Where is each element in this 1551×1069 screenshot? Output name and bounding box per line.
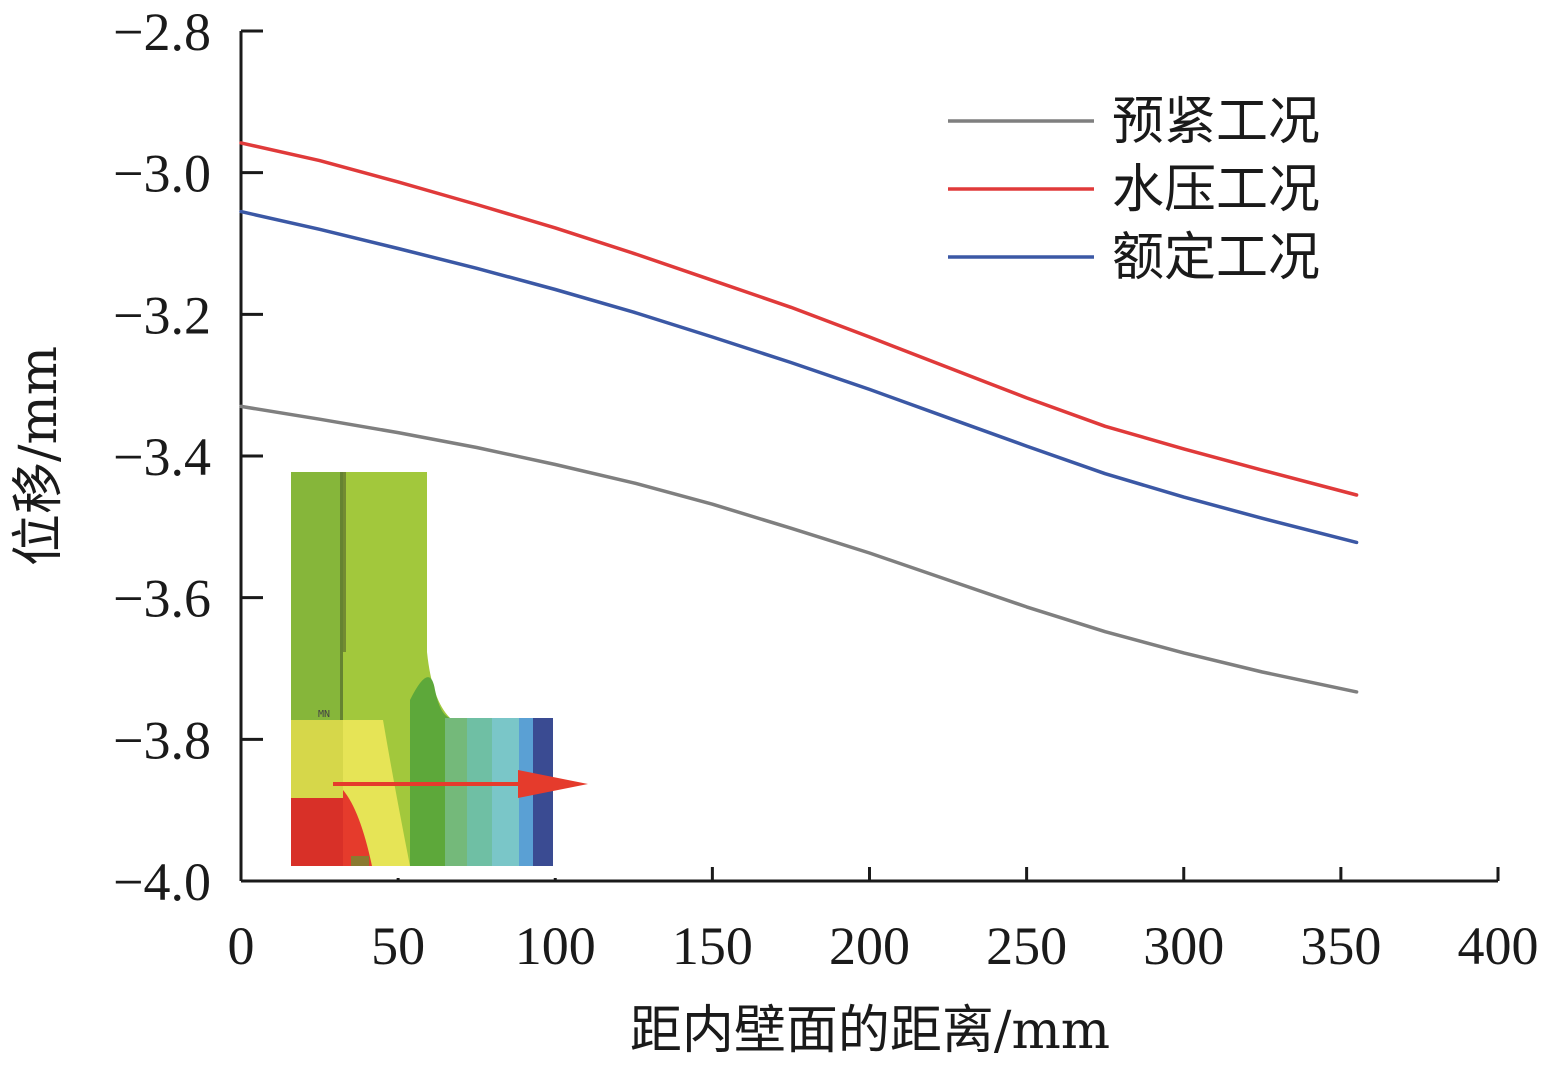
x-tick-label: 50 (371, 916, 425, 976)
y-ticks: −2.8 −3.0 −3.2 −3.4 −3.6 −3.8 −4.0 (113, 2, 263, 912)
x-tick-label: 0 (228, 916, 255, 976)
inset-fe-contour: MN (291, 472, 588, 878)
x-tick-label: 400 (1458, 916, 1539, 976)
legend-label-3: 额定工况 (1112, 228, 1320, 288)
y-tick-label: −2.8 (113, 2, 211, 62)
inset-band-3 (492, 718, 519, 866)
series-group (239, 141, 1359, 694)
legend-label-2: 水压工况 (1112, 160, 1320, 220)
inset-label-mn: MN (318, 709, 330, 720)
inset-red-left (291, 798, 343, 866)
x-axis-title: 距内壁面的距离/mm (630, 1001, 1110, 1061)
x-tick-label: 100 (515, 916, 596, 976)
x-tick-label: 250 (986, 916, 1067, 976)
inset-arrow-head (518, 770, 588, 798)
inset-col-left-green (291, 472, 343, 720)
y-tick-label: −3.8 (113, 710, 211, 770)
series-line-2 (239, 141, 1359, 497)
inset-dark-green (410, 677, 450, 866)
series-line-1 (239, 404, 1359, 694)
inset-red-right (343, 790, 372, 866)
inset-band-1 (445, 718, 467, 866)
inset-bottom-strip (291, 866, 560, 878)
y-tick-label: −3.2 (113, 285, 211, 345)
y-axis-title: 位移/mm (9, 346, 69, 566)
inset-yellow-left (291, 720, 343, 798)
x-tick-label: 350 (1300, 916, 1381, 976)
y-tick-label: −3.4 (113, 427, 211, 487)
x-tick-label: 150 (672, 916, 753, 976)
x-tick-label: 200 (829, 916, 910, 976)
inset-band-2 (467, 718, 492, 866)
inset-seal-block (351, 856, 369, 866)
x-ticks: 0 50 100 150 200 250 300 350 400 (228, 867, 1539, 976)
y-tick-label: −4.0 (113, 852, 211, 912)
y-tick-label: −3.0 (113, 144, 211, 204)
series-line-3 (239, 209, 1359, 545)
inset-col-right-green (343, 472, 427, 652)
legend-label-1: 预紧工况 (1112, 92, 1320, 152)
y-tick-label: −3.6 (113, 569, 211, 629)
x-tick-label: 300 (1143, 916, 1224, 976)
